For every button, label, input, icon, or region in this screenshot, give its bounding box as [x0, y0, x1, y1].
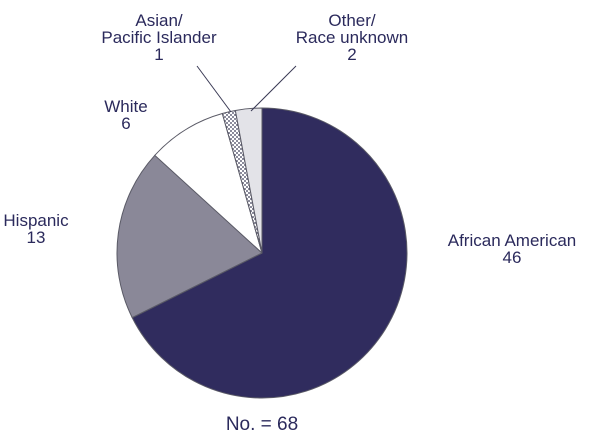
slice-label-asian-pacific-islander: Pacific Islander [101, 28, 217, 47]
leader-lines [196, 65, 297, 113]
pie-slices [116, 107, 408, 399]
slice-label-hispanic: Hispanic [3, 211, 69, 230]
pie-slice-hispanic [116, 154, 263, 319]
pie-slice-other-race-unknown [234, 107, 263, 254]
pie-slice-white [154, 113, 263, 254]
slice-value-other-race-unknown: 2 [347, 45, 356, 64]
total-count-note: No. = 68 [226, 414, 298, 432]
slice-label-other-race-unknown: Other/ [328, 11, 376, 30]
slice-value-asian-pacific-islander: 1 [154, 45, 163, 64]
pie-slice-african-american [131, 107, 408, 399]
leader-line [250, 65, 297, 112]
slice-label-african-american: African American [448, 231, 577, 250]
slice-label-asian-pacific-islander: Asian/ [135, 11, 183, 30]
slice-value-african-american: 46 [503, 248, 522, 267]
slice-label-white: White [104, 97, 147, 116]
leader-line [196, 65, 232, 113]
slice-value-white: 6 [121, 114, 130, 133]
slice-value-hispanic: 13 [27, 228, 46, 247]
slice-label-other-race-unknown: Race unknown [296, 28, 408, 47]
